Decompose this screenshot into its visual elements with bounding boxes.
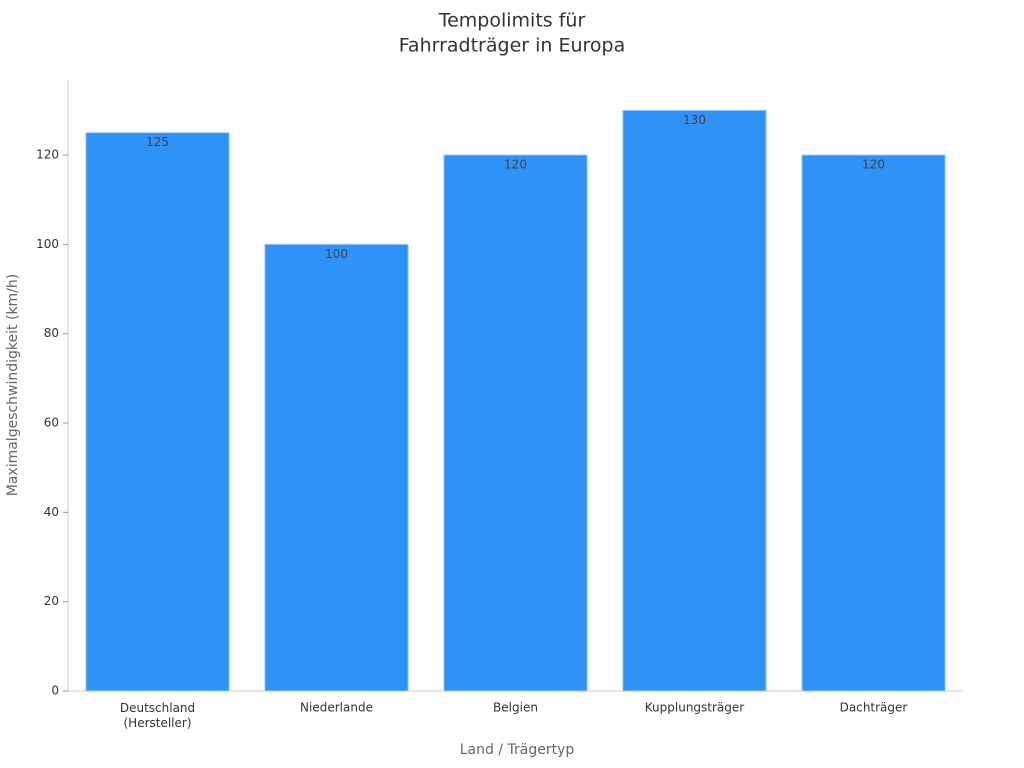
value-label: 125	[146, 135, 169, 149]
x-axis-label: Land / Trägertyp	[460, 742, 575, 758]
x-tick-label: Dachträger	[840, 701, 908, 715]
x-tick-label: Deutschland (Hersteller)	[120, 701, 195, 730]
value-label: 120	[862, 158, 885, 172]
y-tick-label: 120	[36, 148, 59, 162]
bar	[85, 132, 230, 692]
bar	[264, 243, 409, 692]
value-label: 130	[683, 113, 706, 127]
y-axis-label: Maximalgeschwindigkeit (km/h)	[5, 274, 21, 497]
y-tick-label: 80	[44, 326, 59, 340]
bar	[801, 154, 946, 692]
value-label: 100	[325, 247, 348, 261]
x-tick-label: Kupplungsträger	[645, 701, 745, 715]
chart-title: Tempolimits für Fahrradträger in Europa	[399, 9, 626, 56]
y-tick-label: 60	[44, 416, 59, 430]
y-tick-label: 100	[36, 237, 59, 251]
y-tick-label: 40	[44, 505, 59, 519]
x-tick-label: Belgien	[493, 701, 538, 715]
y-tick-label: 0	[51, 684, 59, 698]
bar	[443, 154, 588, 692]
x-tick-label: Niederlande	[300, 701, 373, 715]
y-tick-label: 20	[44, 594, 59, 608]
bar	[622, 109, 767, 692]
value-label: 120	[504, 158, 527, 172]
